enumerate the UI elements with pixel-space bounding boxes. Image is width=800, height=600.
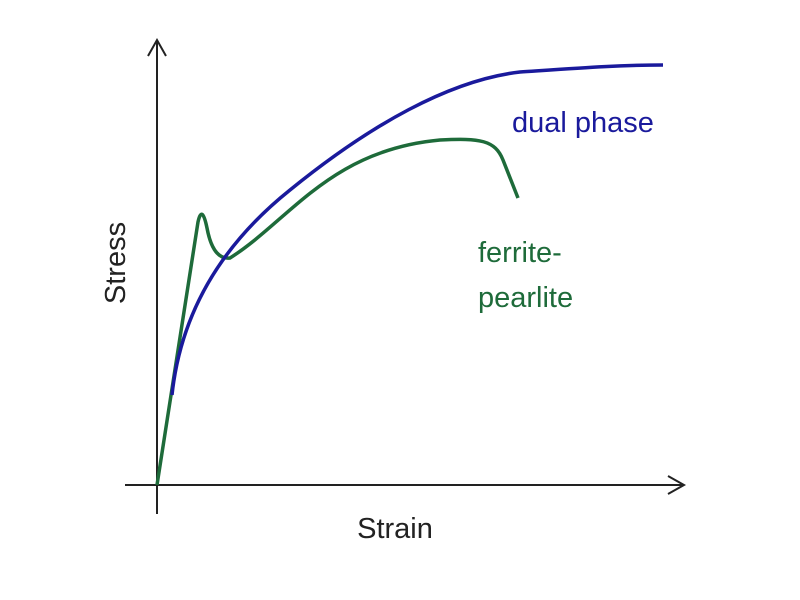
curve-label: ferrite- xyxy=(478,237,562,269)
curve-label: pearlite xyxy=(478,282,573,314)
axes xyxy=(125,37,687,514)
y-arrow xyxy=(147,37,167,57)
curve-label: dual phase xyxy=(512,107,654,139)
x-axis-label: Strain xyxy=(357,513,433,545)
x-arrow xyxy=(667,475,687,495)
dual-phase-curve xyxy=(170,63,664,396)
y-axis-label: Stress xyxy=(100,222,132,304)
ferrite-pearlite-curve xyxy=(155,137,520,486)
